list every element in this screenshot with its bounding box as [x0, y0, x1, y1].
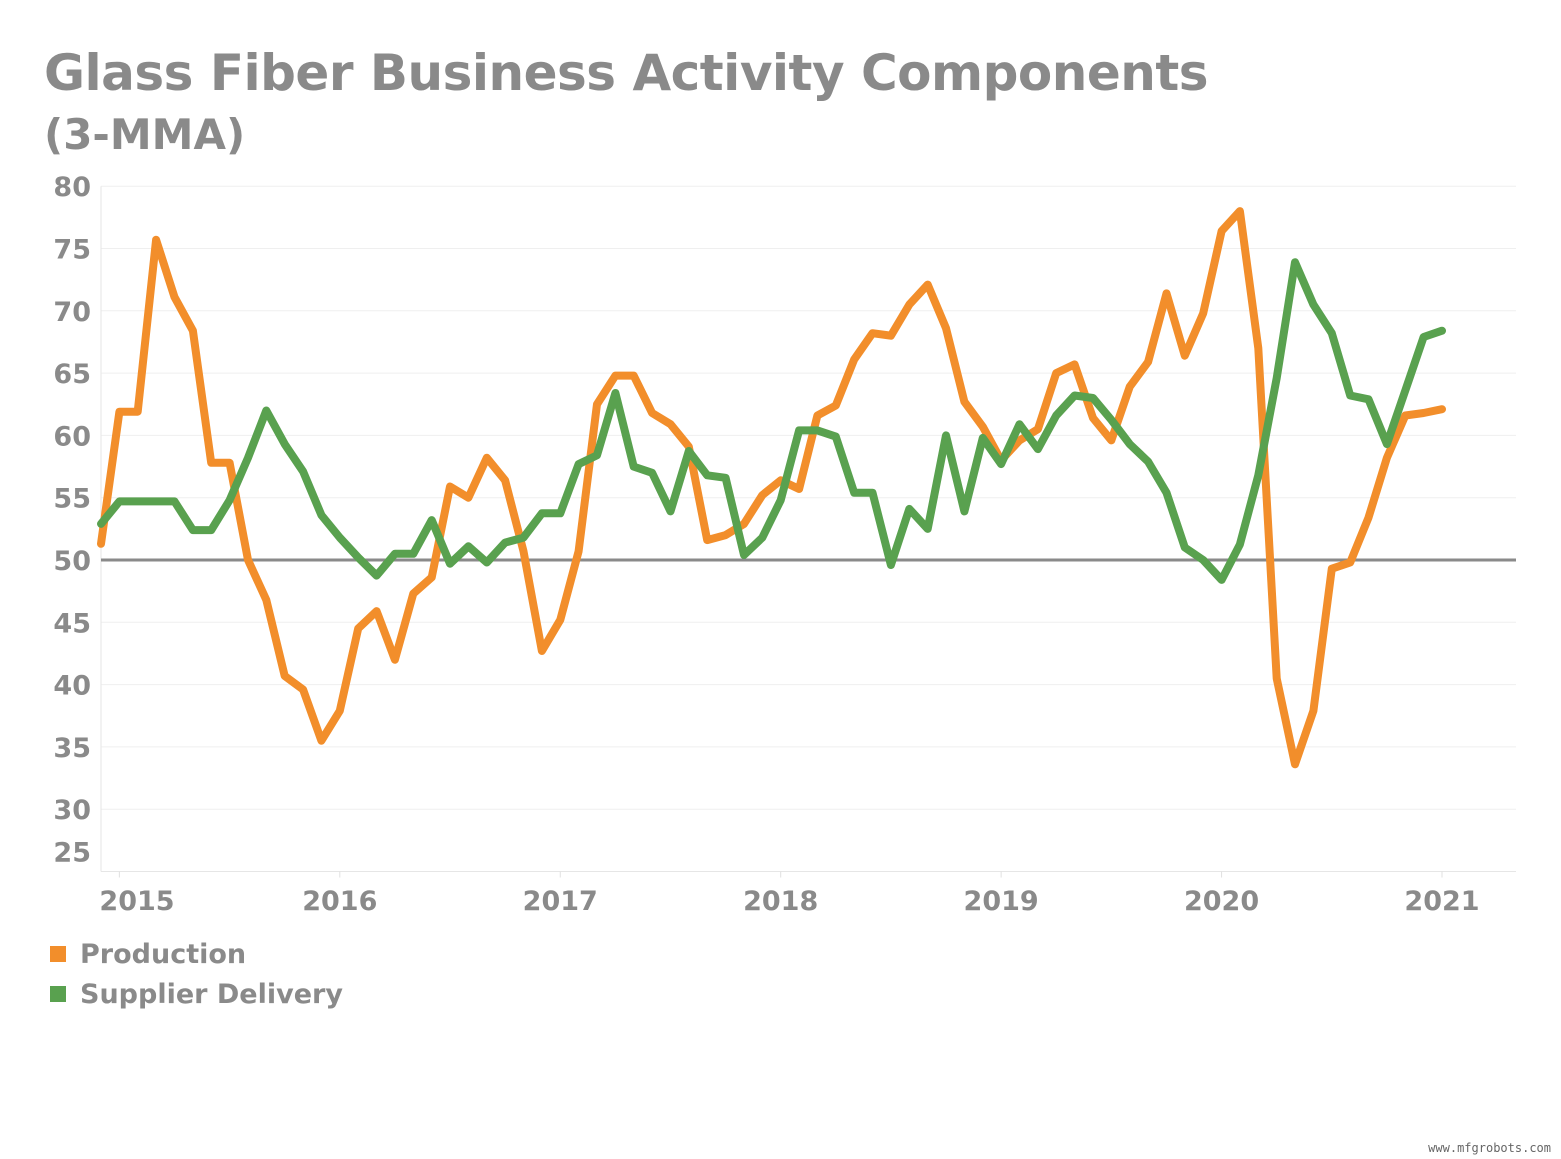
legend-item-supplier-delivery: Supplier Delivery	[50, 974, 343, 1014]
y-tick-label: 25	[53, 838, 91, 869]
y-tick-label: 40	[53, 671, 91, 702]
chart-subtitle: (3-MMA)	[44, 110, 246, 159]
y-tick-label: 30	[53, 795, 91, 826]
legend: Production Supplier Delivery	[50, 934, 343, 1014]
y-tick-label: 65	[53, 359, 91, 390]
x-tick-label: 2016	[302, 886, 377, 917]
legend-swatch-supplier-delivery	[50, 986, 66, 1002]
y-tick-label: 70	[53, 297, 91, 328]
y-tick-label: 50	[53, 546, 91, 577]
x-tick-label: 2019	[964, 886, 1039, 917]
y-tick-label: 35	[53, 733, 91, 764]
watermark: www.mfgrobots.com	[1428, 1141, 1551, 1155]
legend-label-production: Production	[80, 938, 247, 970]
x-tick-label: 2021	[1404, 886, 1479, 917]
series-line-production	[97, 207, 1446, 769]
legend-label-supplier-delivery: Supplier Delivery	[80, 978, 343, 1010]
y-tick-label: 75	[53, 235, 91, 266]
y-tick-label: 45	[53, 608, 91, 639]
x-tick-label: 2017	[523, 886, 598, 917]
legend-item-production: Production	[50, 934, 343, 974]
series-line-supplier-delivery	[97, 258, 1446, 584]
y-tick-label: 80	[53, 172, 91, 203]
y-tick-label: 55	[53, 484, 91, 515]
y-tick-label: 60	[53, 421, 91, 452]
x-tick-label: 2020	[1184, 886, 1259, 917]
chart-title: Glass Fiber Business Activity Components	[44, 44, 1209, 102]
x-tick-label: 2015	[99, 886, 174, 917]
legend-swatch-production	[50, 946, 66, 962]
x-tick-label: 2018	[743, 886, 818, 917]
